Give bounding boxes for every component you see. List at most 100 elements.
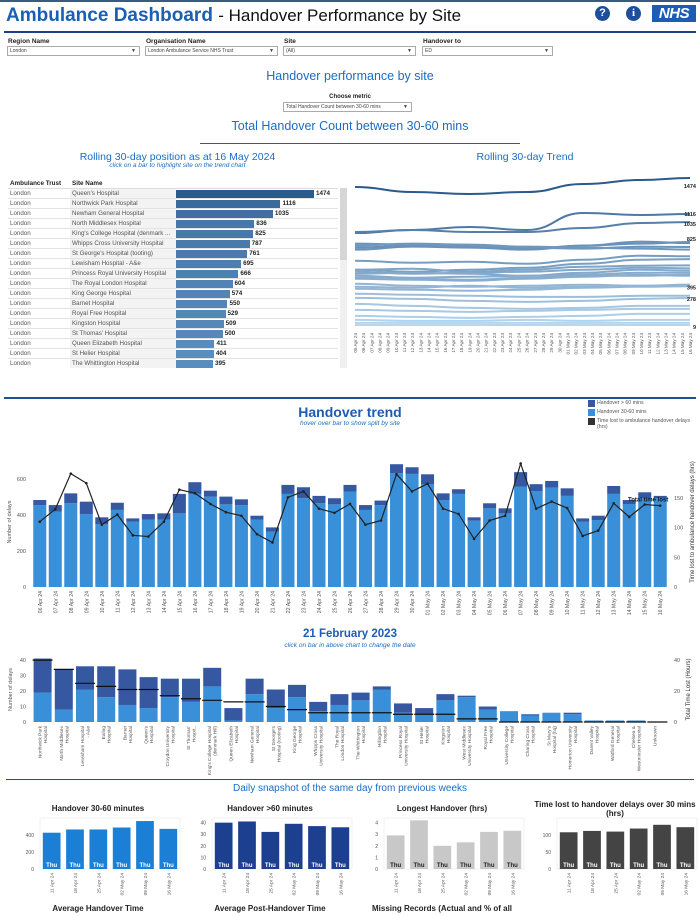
bar-segment-over-60[interactable] bbox=[157, 513, 171, 520]
table-row[interactable]: London St Thomas' Hospital 500 bbox=[8, 329, 338, 339]
bar-segment-30-60[interactable] bbox=[591, 520, 605, 587]
filter-region-dropdown[interactable]: London ▼ bbox=[7, 46, 140, 56]
bar-segment-over-60[interactable] bbox=[436, 493, 450, 501]
table-row[interactable]: London Royal Free Hospital 529 bbox=[8, 309, 338, 319]
time-lost-point[interactable] bbox=[193, 491, 197, 495]
snapshot-bar[interactable] bbox=[136, 821, 154, 869]
bar-segment-30-60[interactable] bbox=[296, 498, 310, 587]
bar-segment-over-60[interactable] bbox=[245, 678, 264, 695]
bar-segment-over-60[interactable] bbox=[54, 669, 73, 710]
snapshot-bar[interactable] bbox=[159, 828, 178, 869]
bar-segment-30-60[interactable] bbox=[372, 689, 391, 723]
time-lost-point[interactable] bbox=[379, 519, 383, 522]
value-bar[interactable] bbox=[176, 270, 239, 278]
table-row[interactable]: London The Whittington Hospital 395 bbox=[8, 359, 338, 368]
legend-item[interactable]: Handover 30-60 mins bbox=[588, 409, 696, 416]
time-lost-point[interactable] bbox=[100, 523, 104, 526]
time-lost-point[interactable] bbox=[333, 511, 336, 515]
bar-segment-over-60[interactable] bbox=[250, 515, 264, 520]
time-lost-point[interactable] bbox=[488, 519, 491, 522]
snapshot-bar[interactable] bbox=[606, 831, 625, 869]
time-lost-point[interactable] bbox=[286, 496, 290, 499]
bar-segment-30-60[interactable] bbox=[545, 487, 559, 587]
snapshot-bar[interactable] bbox=[331, 827, 350, 869]
snapshot-bar[interactable] bbox=[456, 842, 475, 869]
trend-line[interactable] bbox=[354, 296, 691, 303]
bar-segment-30-60[interactable] bbox=[64, 503, 78, 587]
table-row[interactable]: London King's College Hospital (denmark .… bbox=[8, 229, 338, 239]
bar-segment-over-60[interactable] bbox=[405, 467, 419, 474]
bar-segment-30-60[interactable] bbox=[265, 531, 279, 587]
snapshot-bar[interactable] bbox=[653, 824, 671, 869]
snapshot-bar[interactable] bbox=[480, 831, 498, 869]
snapshot-bar[interactable] bbox=[112, 827, 131, 869]
value-bar[interactable] bbox=[176, 250, 248, 258]
time-lost-point[interactable] bbox=[224, 510, 228, 514]
bar-segment-over-60[interactable] bbox=[327, 498, 342, 505]
bar-segment-over-60[interactable] bbox=[312, 495, 326, 504]
bar-segment-30-60[interactable] bbox=[188, 493, 202, 587]
bar-segment-30-60[interactable] bbox=[309, 711, 328, 722]
snapshot-bar[interactable] bbox=[410, 820, 428, 869]
bar-segment-over-60[interactable] bbox=[563, 712, 582, 715]
trend-line[interactable] bbox=[354, 292, 690, 298]
bar-segment-30-60[interactable] bbox=[436, 500, 450, 587]
value-bar[interactable] bbox=[176, 210, 273, 218]
bar-segment-30-60[interactable] bbox=[390, 473, 404, 587]
bar-segment-over-60[interactable] bbox=[372, 686, 391, 690]
time-lost-point[interactable] bbox=[348, 502, 352, 506]
value-bar[interactable] bbox=[176, 350, 214, 358]
trend-line[interactable] bbox=[354, 240, 691, 251]
bar-segment-over-60[interactable] bbox=[374, 500, 388, 506]
table-row[interactable]: London Lewisham Hospital - A&e 695 bbox=[8, 259, 338, 269]
time-lost-point[interactable] bbox=[627, 515, 631, 519]
bar-segment-30-60[interactable] bbox=[95, 524, 109, 587]
value-bar[interactable] bbox=[176, 240, 250, 248]
trend-line[interactable] bbox=[354, 266, 691, 275]
time-lost-point[interactable] bbox=[596, 529, 600, 532]
bar-segment-30-60[interactable] bbox=[415, 714, 434, 722]
trend-line[interactable] bbox=[354, 242, 691, 250]
time-lost-point[interactable] bbox=[503, 514, 507, 518]
filter-organisation-dropdown[interactable]: London Ambulance Service NHS Trust ▼ bbox=[145, 46, 278, 56]
table-row[interactable]: London Northwick Park Hospital 1116 bbox=[8, 199, 338, 209]
trend-line[interactable] bbox=[354, 312, 690, 319]
bar-segment-over-60[interactable] bbox=[436, 694, 455, 701]
time-lost-point[interactable] bbox=[364, 523, 367, 526]
bar-segment-over-60[interactable] bbox=[126, 518, 140, 522]
value-bar[interactable] bbox=[176, 340, 215, 348]
table-row[interactable]: London Newham General Hospital 1035 bbox=[8, 209, 338, 219]
bar-segment-over-60[interactable] bbox=[281, 484, 295, 494]
bar-segment-30-60[interactable] bbox=[563, 714, 582, 722]
trend-line[interactable] bbox=[354, 273, 691, 281]
bar-segment-over-60[interactable] bbox=[33, 500, 47, 506]
value-bar[interactable] bbox=[176, 260, 242, 268]
table-row[interactable]: London Kingston Hospital 509 bbox=[8, 319, 338, 329]
trend-line[interactable] bbox=[354, 254, 691, 265]
bar-segment-30-60[interactable] bbox=[203, 686, 222, 722]
bar-segment-over-60[interactable] bbox=[110, 502, 124, 510]
bar-segment-over-60[interactable] bbox=[95, 517, 109, 525]
bar-segment-30-60[interactable] bbox=[351, 700, 370, 722]
table-row[interactable]: London Queen's Hospital 1474 bbox=[8, 189, 338, 199]
bar-segment-over-60[interactable] bbox=[266, 689, 285, 709]
bar-segment-30-60[interactable] bbox=[514, 486, 528, 587]
time-lost-point[interactable] bbox=[441, 507, 445, 510]
time-lost-point[interactable] bbox=[472, 537, 476, 541]
bar-segment-30-60[interactable] bbox=[478, 709, 497, 722]
value-bar[interactable] bbox=[176, 300, 228, 308]
trend-line[interactable] bbox=[354, 177, 691, 196]
bar-segment-30-60[interactable] bbox=[172, 513, 186, 587]
bar-segment-over-60[interactable] bbox=[234, 499, 248, 506]
bar-segment-over-60[interactable] bbox=[529, 484, 543, 492]
bar-segment-over-60[interactable] bbox=[457, 695, 476, 698]
snapshot-bar[interactable] bbox=[583, 830, 601, 869]
bar-segment-over-60[interactable] bbox=[79, 501, 93, 515]
snapshot-bar[interactable] bbox=[238, 821, 256, 869]
filter-handover-dropdown[interactable]: ED ▼ bbox=[422, 46, 553, 56]
trend-line[interactable] bbox=[354, 271, 691, 279]
snapshot-bar[interactable] bbox=[261, 831, 280, 869]
bar-segment-30-60[interactable] bbox=[452, 493, 466, 587]
filter-site-dropdown[interactable]: (All) ▼ bbox=[283, 46, 416, 56]
time-lost-point[interactable] bbox=[131, 534, 135, 537]
